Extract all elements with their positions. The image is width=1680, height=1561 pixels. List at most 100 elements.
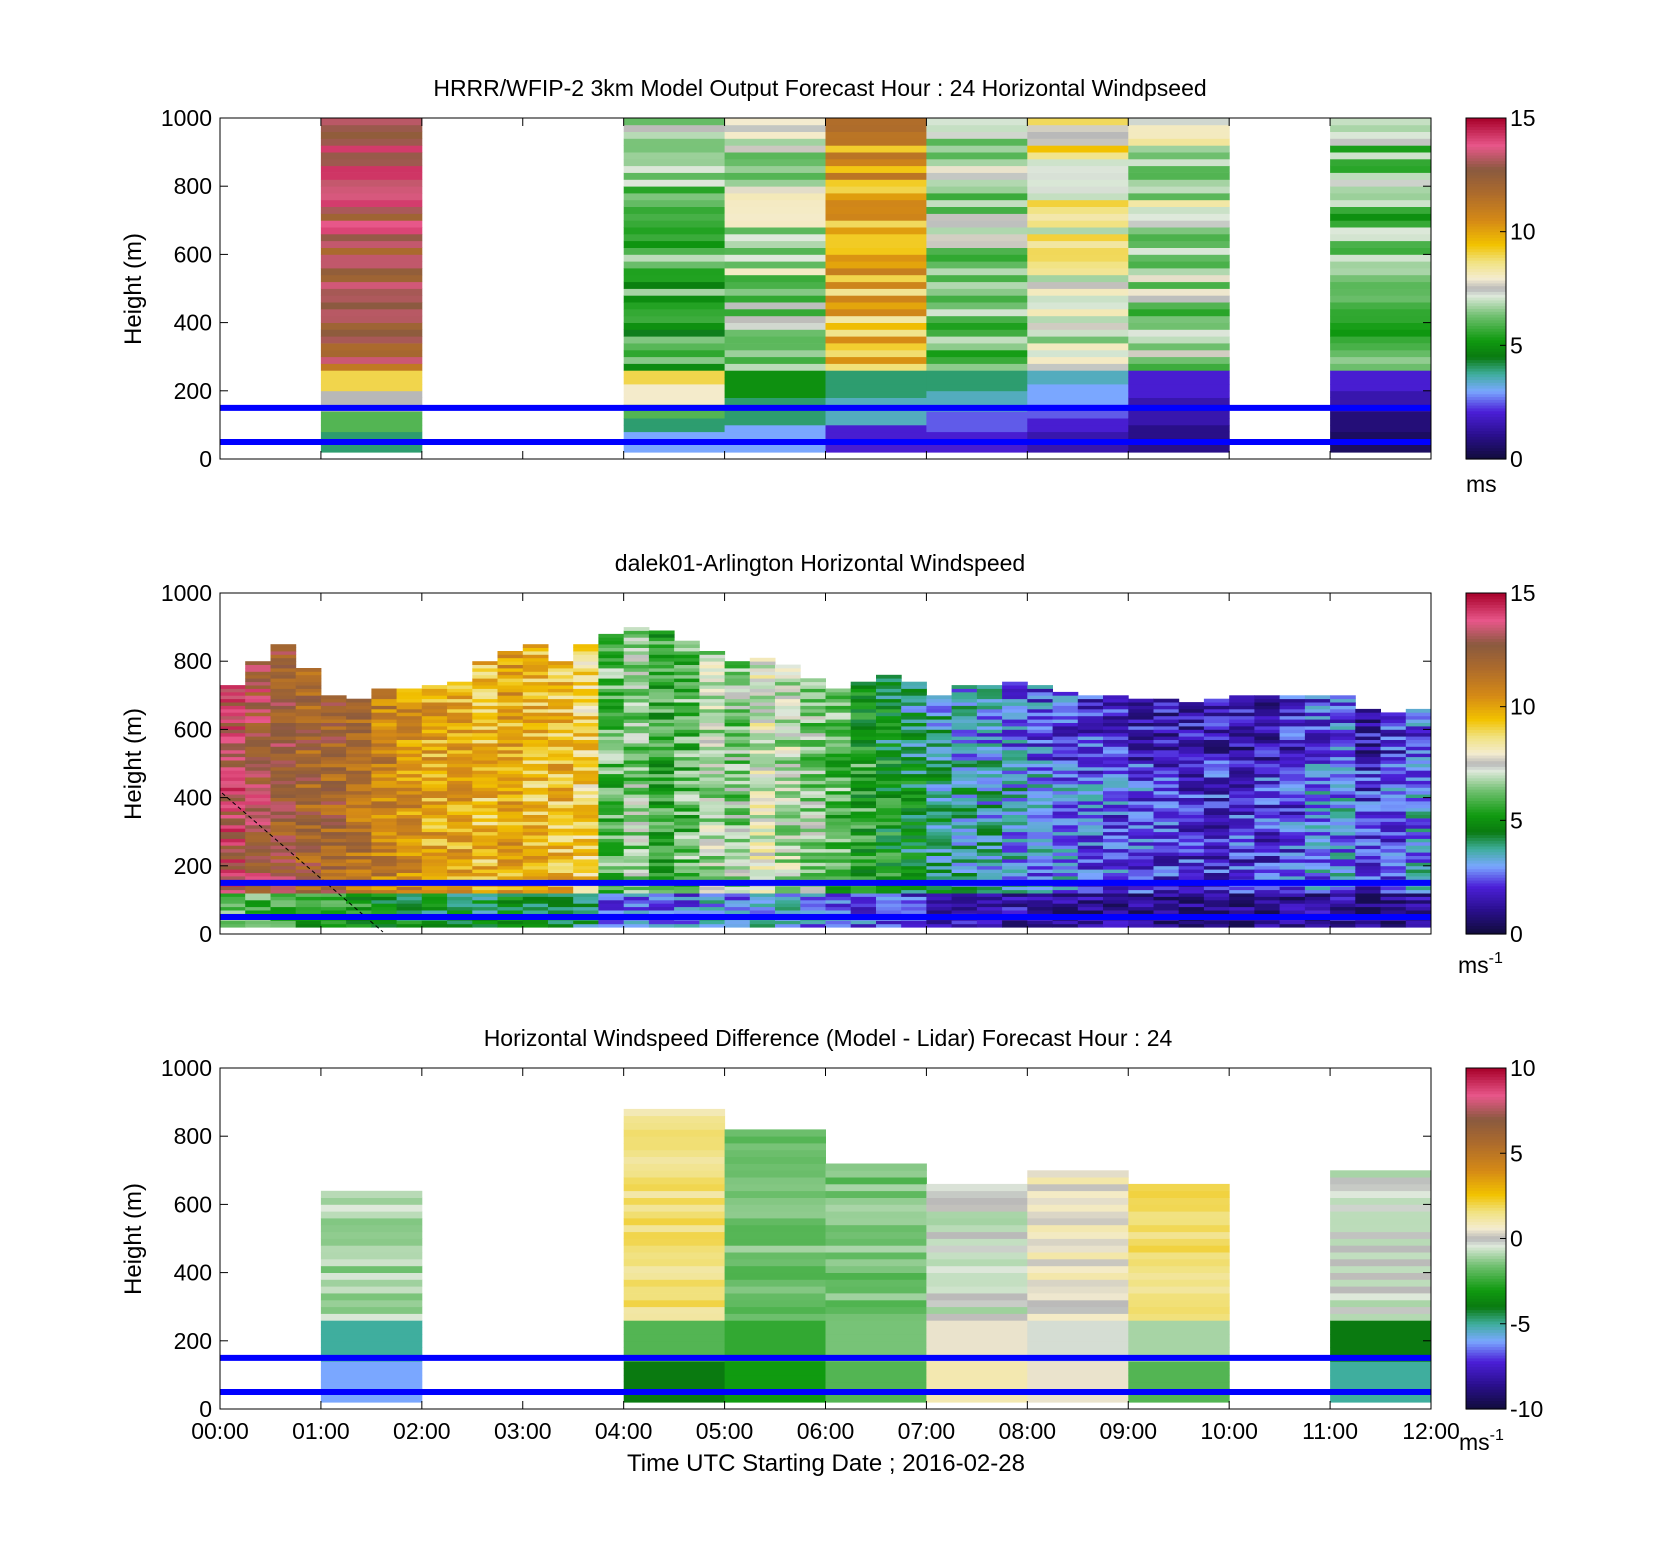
heatmap-cell	[220, 828, 246, 833]
heatmap-cell	[901, 749, 927, 754]
heatmap-cell	[850, 824, 877, 829]
heatmap-cell	[295, 787, 322, 792]
heatmap-cell	[1405, 889, 1432, 894]
heatmap-cell	[1279, 722, 1306, 727]
heatmap-cell	[1330, 1218, 1432, 1226]
colorbar-swatch	[1466, 632, 1506, 637]
heatmap-cell	[1027, 770, 1053, 775]
panel-difference-x-tick-labels: 00:00 01:00 02:00 03:00 04:00 05:00 06:00 07:00…	[191, 1418, 1460, 1444]
heatmap-cell	[926, 841, 953, 846]
colorbar-swatch	[1466, 703, 1506, 708]
heatmap-cell	[1002, 712, 1028, 717]
heatmap-cell	[421, 845, 448, 850]
heatmap-cell	[598, 903, 625, 908]
heatmap-cell	[472, 726, 498, 730]
heatmap-cell	[497, 869, 524, 873]
heatmap-cell	[1077, 804, 1104, 809]
heatmap-cell	[472, 712, 498, 717]
heatmap-cell	[1203, 722, 1230, 727]
heatmap-cell	[1052, 910, 1079, 914]
heatmap-cell	[1128, 213, 1230, 221]
colorbar-swatch	[1466, 880, 1506, 884]
heatmap-cell	[775, 814, 801, 819]
heatmap-cell	[1027, 743, 1053, 747]
heatmap-cell	[1153, 746, 1180, 751]
heatmap-cell	[926, 186, 1028, 194]
heatmap-cell	[1203, 841, 1230, 846]
heatmap-cell	[548, 674, 574, 679]
heatmap-cell	[1128, 886, 1154, 891]
heatmap-cell	[497, 760, 524, 764]
heatmap-cell	[623, 664, 650, 669]
heatmap-cell	[1405, 756, 1432, 761]
colorbar-swatch	[1466, 1136, 1506, 1140]
heatmap-cell	[1002, 896, 1028, 901]
heatmap-cell	[850, 920, 877, 925]
heatmap-cell	[1330, 821, 1356, 826]
heatmap-cell	[825, 1197, 927, 1205]
heatmap-cell	[623, 869, 650, 873]
heatmap-cell	[724, 821, 751, 826]
heatmap-cell	[1027, 152, 1129, 160]
heatmap-cell	[1380, 824, 1407, 829]
heatmap-cell	[825, 722, 852, 727]
heatmap-cell	[295, 753, 322, 758]
heatmap-cell	[295, 869, 322, 873]
heatmap-cell	[724, 158, 826, 167]
colorbar-swatch	[1466, 1380, 1506, 1385]
heatmap-cell	[1128, 807, 1154, 812]
colorbar-swatch	[1466, 1301, 1506, 1305]
heatmap-cell	[598, 756, 625, 761]
heatmap-cell	[320, 1190, 423, 1198]
heatmap-cell	[270, 732, 297, 737]
heatmap-cell	[548, 804, 574, 809]
colorbar-swatch	[1466, 1360, 1506, 1365]
heatmap-cell	[1330, 1190, 1432, 1198]
heatmap-cell	[1077, 773, 1104, 778]
colorbar-swatch	[1466, 382, 1506, 386]
heatmap-cell	[1330, 814, 1356, 819]
heatmap-cell	[775, 749, 801, 754]
heatmap-cell	[1203, 763, 1230, 768]
heatmap-cell	[245, 708, 271, 713]
heatmap-cell	[876, 855, 902, 860]
heatmap-cell	[825, 777, 852, 781]
heatmap-cell	[648, 763, 675, 768]
heatmap-cell	[1355, 869, 1381, 873]
heatmap-cell	[1229, 886, 1255, 891]
heatmap-cell	[472, 743, 498, 747]
heatmap-cell	[749, 824, 776, 829]
colorbar-swatch	[1466, 746, 1506, 750]
heatmap-cell	[724, 664, 751, 669]
heatmap-cell	[699, 824, 726, 829]
heatmap-cell	[497, 664, 524, 669]
heatmap-cell	[775, 760, 801, 764]
heatmap-cell	[1229, 923, 1255, 928]
heatmap-cell	[1229, 763, 1255, 768]
heatmap-cell	[1077, 736, 1104, 740]
heatmap-cell	[800, 889, 826, 894]
colorbar-swatch	[1466, 402, 1506, 406]
heatmap-cell	[749, 831, 776, 836]
heatmap-cell	[320, 784, 347, 788]
heatmap-cell	[850, 746, 877, 751]
heatmap-cell	[245, 685, 271, 689]
heatmap-cell	[825, 828, 852, 833]
heatmap-cell	[1304, 824, 1331, 829]
heatmap-cell	[320, 872, 347, 877]
colorbar-swatch	[1466, 1181, 1506, 1186]
colorbar-swatch	[1466, 1312, 1506, 1316]
heatmap-cell	[320, 886, 347, 891]
heatmap-cell	[800, 831, 826, 836]
heatmap-cell	[1279, 910, 1306, 914]
heatmap-cell	[346, 862, 372, 867]
heatmap-cell	[1355, 818, 1381, 822]
heatmap-cell	[245, 889, 271, 894]
heatmap-cell	[1203, 872, 1230, 877]
heatmap-cell	[1229, 784, 1255, 788]
heatmap-cell	[295, 855, 322, 860]
heatmap-cell	[1128, 739, 1154, 744]
heatmap-cell	[825, 790, 852, 795]
heatmap-cell	[320, 794, 347, 798]
heatmap-cell	[371, 726, 398, 730]
